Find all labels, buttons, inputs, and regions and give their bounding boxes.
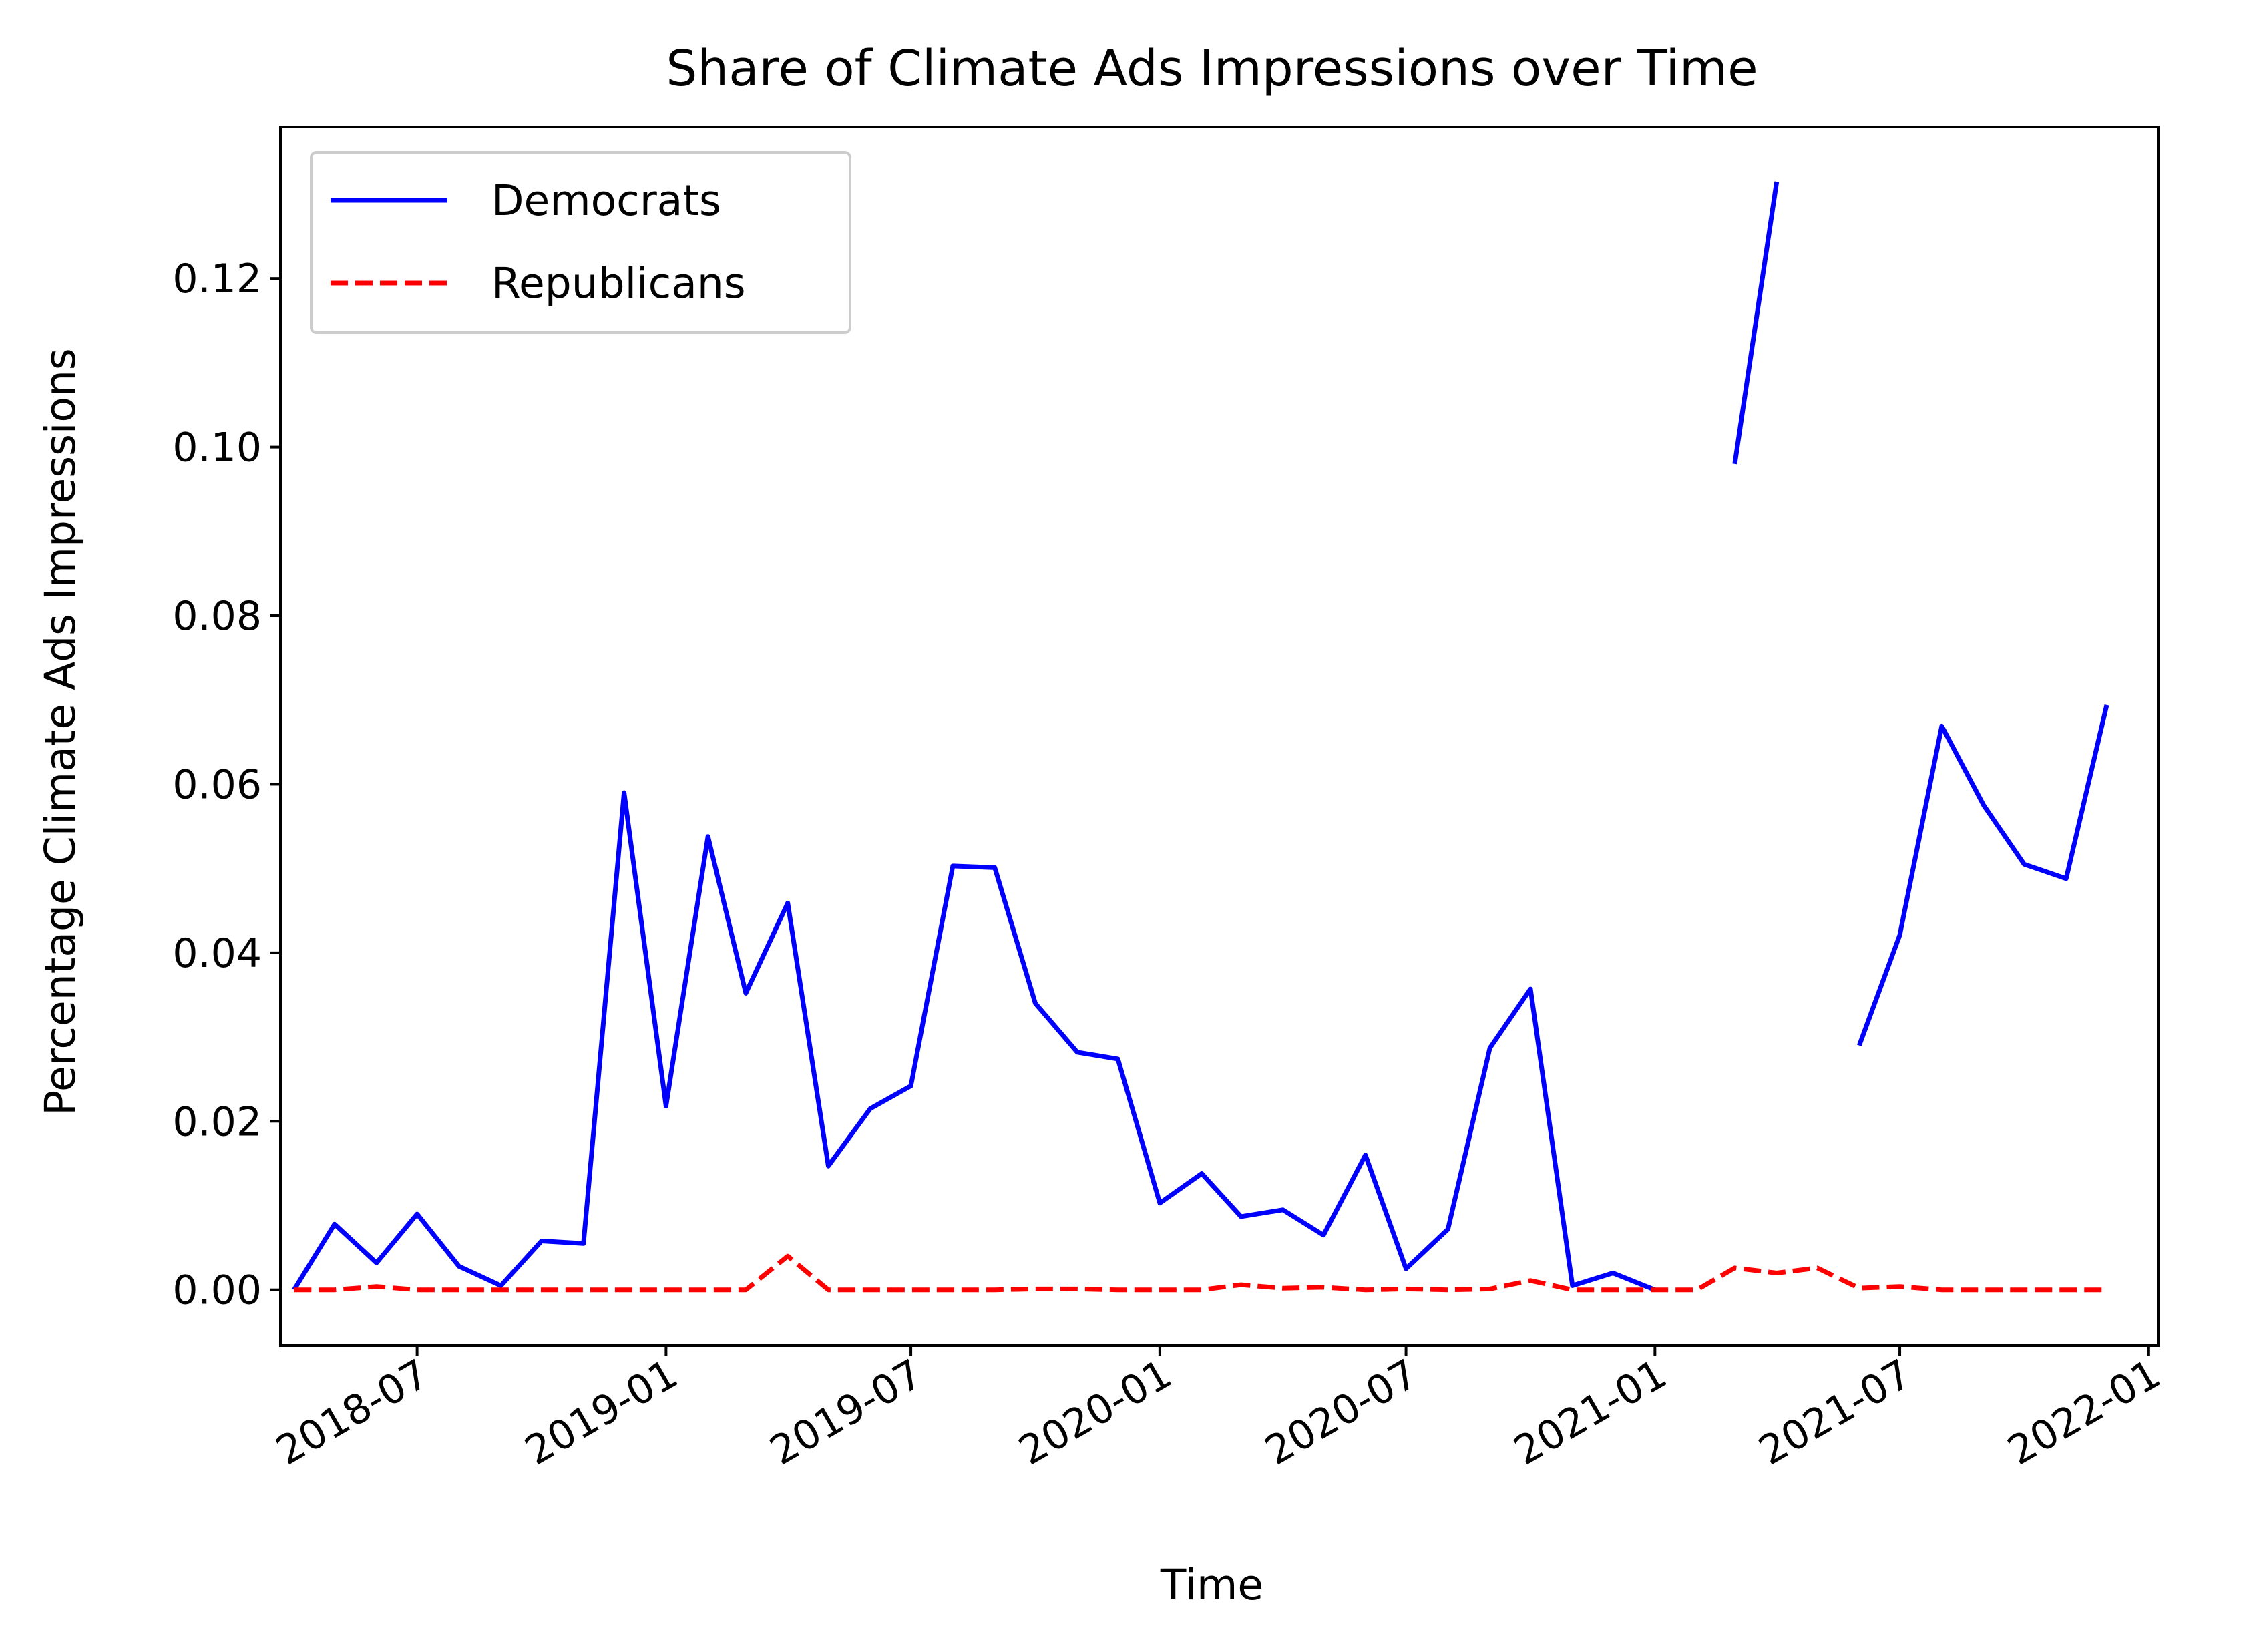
- y-tick-label: 0.00: [172, 1267, 262, 1314]
- y-axis-label: Percentage Climate Ads Impressions: [36, 348, 85, 1115]
- y-tick-label: 0.02: [172, 1098, 262, 1145]
- y-tick-label: 0.04: [172, 930, 262, 977]
- y-tick-label: 0.10: [172, 425, 262, 471]
- series-line-democrats-segment-2: [1732, 181, 1780, 465]
- chart-title: Share of Climate Ads Impressions over Ti…: [666, 40, 1758, 97]
- series-line-republicans: [294, 1253, 2107, 1293]
- y-tick-label: 0.12: [172, 256, 262, 302]
- series-line-democrats-segment-1: [292, 790, 1656, 1292]
- x-axis-label: Time: [1160, 1561, 1263, 1609]
- y-tick-label: 0.06: [172, 761, 262, 808]
- plot-area: [292, 181, 2109, 1293]
- legend-label-democrats: Democrats: [491, 176, 721, 225]
- legend: Democrats Republicans: [310, 151, 851, 334]
- plot-frame: [279, 126, 2160, 1347]
- legend-label-republicans: Republicans: [491, 259, 746, 308]
- legend-box: [310, 151, 851, 334]
- series-line-democrats-segment-3: [1857, 704, 2109, 1046]
- y-tick-label: 0.08: [172, 593, 262, 640]
